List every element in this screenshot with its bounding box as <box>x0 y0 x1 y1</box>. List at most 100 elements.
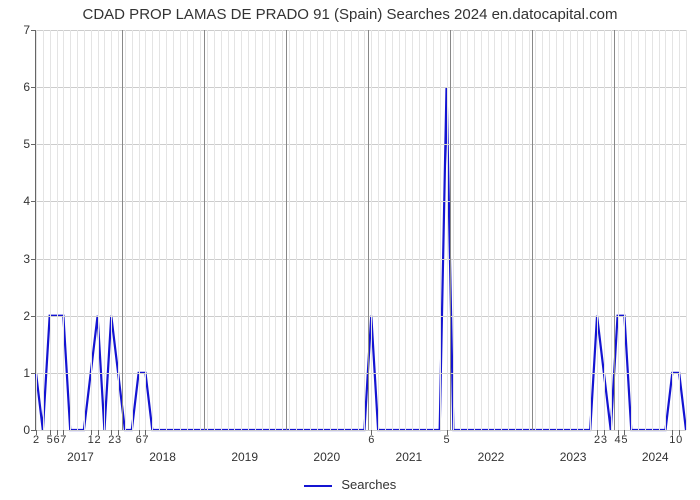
legend: Searches <box>0 477 700 492</box>
x-minor-gridline <box>440 30 441 430</box>
x-tick-mark <box>679 430 680 435</box>
x-tick-mark <box>63 430 64 435</box>
x-minor-gridline <box>180 30 181 430</box>
x-tick-mark <box>597 430 598 435</box>
x-year-gridline <box>450 30 451 430</box>
x-minor-gridline <box>70 30 71 430</box>
x-minor-gridline <box>303 30 304 430</box>
x-minor-gridline <box>460 30 461 430</box>
x-year-label: 2018 <box>149 430 176 464</box>
x-minor-gridline <box>577 30 578 430</box>
x-minor-gridline <box>672 30 673 430</box>
x-tick-mark <box>91 430 92 435</box>
x-minor-gridline <box>597 30 598 430</box>
x-minor-gridline <box>542 30 543 430</box>
x-tick-mark <box>139 430 140 435</box>
x-minor-gridline <box>248 30 249 430</box>
x-minor-gridline <box>241 30 242 430</box>
x-minor-gridline <box>364 30 365 430</box>
y-gridline <box>36 87 686 88</box>
x-minor-gridline <box>447 30 448 430</box>
x-minor-gridline <box>91 30 92 430</box>
x-minor-gridline <box>36 30 37 430</box>
y-tick-label: 2 <box>23 309 36 323</box>
y-tick-label: 1 <box>23 366 36 380</box>
x-minor-gridline <box>631 30 632 430</box>
x-minor-gridline <box>125 30 126 430</box>
x-minor-gridline <box>604 30 605 430</box>
x-minor-gridline <box>652 30 653 430</box>
y-gridline <box>36 373 686 374</box>
x-minor-gridline <box>433 30 434 430</box>
x-minor-gridline <box>494 30 495 430</box>
x-year-label: 2019 <box>231 430 258 464</box>
y-tick-label: 7 <box>23 23 36 37</box>
x-minor-gridline <box>50 30 51 430</box>
x-minor-gridline <box>145 30 146 430</box>
x-minor-gridline <box>207 30 208 430</box>
x-tick-mark <box>50 430 51 435</box>
x-minor-gridline <box>399 30 400 430</box>
x-minor-gridline <box>508 30 509 430</box>
x-year-label: 2022 <box>478 430 505 464</box>
x-minor-gridline <box>200 30 201 430</box>
x-minor-gridline <box>515 30 516 430</box>
x-year-gridline <box>122 30 123 430</box>
x-year-label: 2024 <box>642 430 669 464</box>
x-minor-gridline <box>275 30 276 430</box>
x-tick-mark <box>57 430 58 435</box>
legend-line <box>304 485 332 487</box>
x-minor-gridline <box>549 30 550 430</box>
x-minor-gridline <box>659 30 660 430</box>
x-minor-gridline <box>453 30 454 430</box>
x-minor-gridline <box>405 30 406 430</box>
x-year-label: 2020 <box>313 430 340 464</box>
x-minor-gridline <box>501 30 502 430</box>
x-minor-gridline <box>173 30 174 430</box>
y-gridline <box>36 316 686 317</box>
x-minor-gridline <box>193 30 194 430</box>
x-minor-gridline <box>611 30 612 430</box>
x-minor-gridline <box>187 30 188 430</box>
x-minor-gridline <box>467 30 468 430</box>
x-year-gridline <box>532 30 533 430</box>
x-minor-gridline <box>392 30 393 430</box>
x-tick-mark <box>36 430 37 435</box>
x-minor-gridline <box>289 30 290 430</box>
x-minor-gridline <box>412 30 413 430</box>
x-minor-gridline <box>221 30 222 430</box>
x-minor-gridline <box>310 30 311 430</box>
x-minor-gridline <box>624 30 625 430</box>
x-minor-gridline <box>563 30 564 430</box>
x-tick-mark <box>118 430 119 435</box>
y-gridline <box>36 259 686 260</box>
x-year-label: 2021 <box>396 430 423 464</box>
x-minor-gridline <box>166 30 167 430</box>
x-minor-gridline <box>686 30 687 430</box>
x-tick-mark <box>145 430 146 435</box>
x-tick-mark <box>98 430 99 435</box>
x-minor-gridline <box>378 30 379 430</box>
x-minor-gridline <box>665 30 666 430</box>
x-minor-gridline <box>535 30 536 430</box>
x-minor-gridline <box>638 30 639 430</box>
x-minor-gridline <box>262 30 263 430</box>
x-minor-gridline <box>43 30 44 430</box>
x-minor-gridline <box>385 30 386 430</box>
x-tick-mark <box>111 430 112 435</box>
x-minor-gridline <box>255 30 256 430</box>
x-year-gridline <box>368 30 369 430</box>
x-minor-gridline <box>98 30 99 430</box>
x-minor-gridline <box>323 30 324 430</box>
x-minor-gridline <box>679 30 680 430</box>
chart-title: CDAD PROP LAMAS DE PRADO 91 (Spain) Sear… <box>0 6 700 23</box>
y-gridline <box>36 30 686 31</box>
x-minor-gridline <box>488 30 489 430</box>
x-minor-gridline <box>118 30 119 430</box>
x-minor-gridline <box>152 30 153 430</box>
x-tick-mark <box>604 430 605 435</box>
x-minor-gridline <box>296 30 297 430</box>
x-minor-gridline <box>358 30 359 430</box>
y-gridline <box>36 430 686 431</box>
x-minor-gridline <box>139 30 140 430</box>
